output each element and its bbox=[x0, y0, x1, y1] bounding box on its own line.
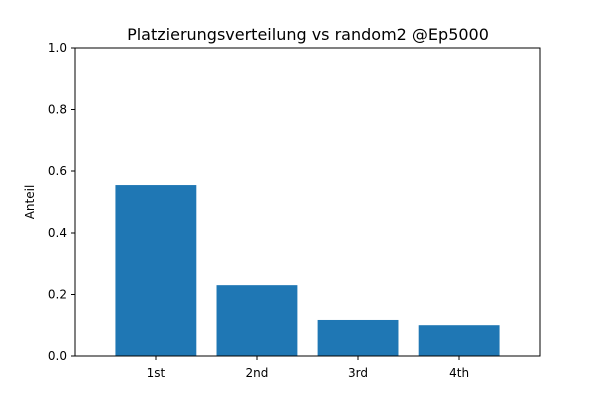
x-tick-label: 2nd bbox=[246, 366, 269, 380]
chart-title: Platzierungsverteilung vs random2 @Ep500… bbox=[127, 25, 489, 44]
bars-group bbox=[115, 185, 500, 356]
plot-frame bbox=[74, 47, 541, 357]
y-tick-label: 0.0 bbox=[48, 349, 67, 363]
y-tick-label: 0.6 bbox=[48, 164, 67, 178]
y-tick-label: 0.2 bbox=[48, 287, 67, 301]
bar-1st bbox=[115, 185, 197, 356]
y-axis-label: Anteil bbox=[23, 185, 37, 220]
x-tick-label: 1st bbox=[147, 366, 166, 380]
x-ticks-group: 1st 2nd 3rd 4th bbox=[147, 356, 469, 380]
y-tick-label: 0.4 bbox=[48, 226, 67, 240]
y-tick-label: 1.0 bbox=[48, 41, 67, 55]
x-tick-label: 3rd bbox=[348, 366, 368, 380]
y-tick-label: 0.8 bbox=[48, 103, 67, 117]
bar-3rd bbox=[317, 319, 399, 356]
x-tick-label: 4th bbox=[449, 366, 469, 380]
bar-4th bbox=[418, 325, 500, 356]
y-ticks-group: 0.0 0.2 0.4 0.6 0.8 1.0 bbox=[48, 41, 75, 363]
bar-2nd bbox=[216, 285, 298, 356]
